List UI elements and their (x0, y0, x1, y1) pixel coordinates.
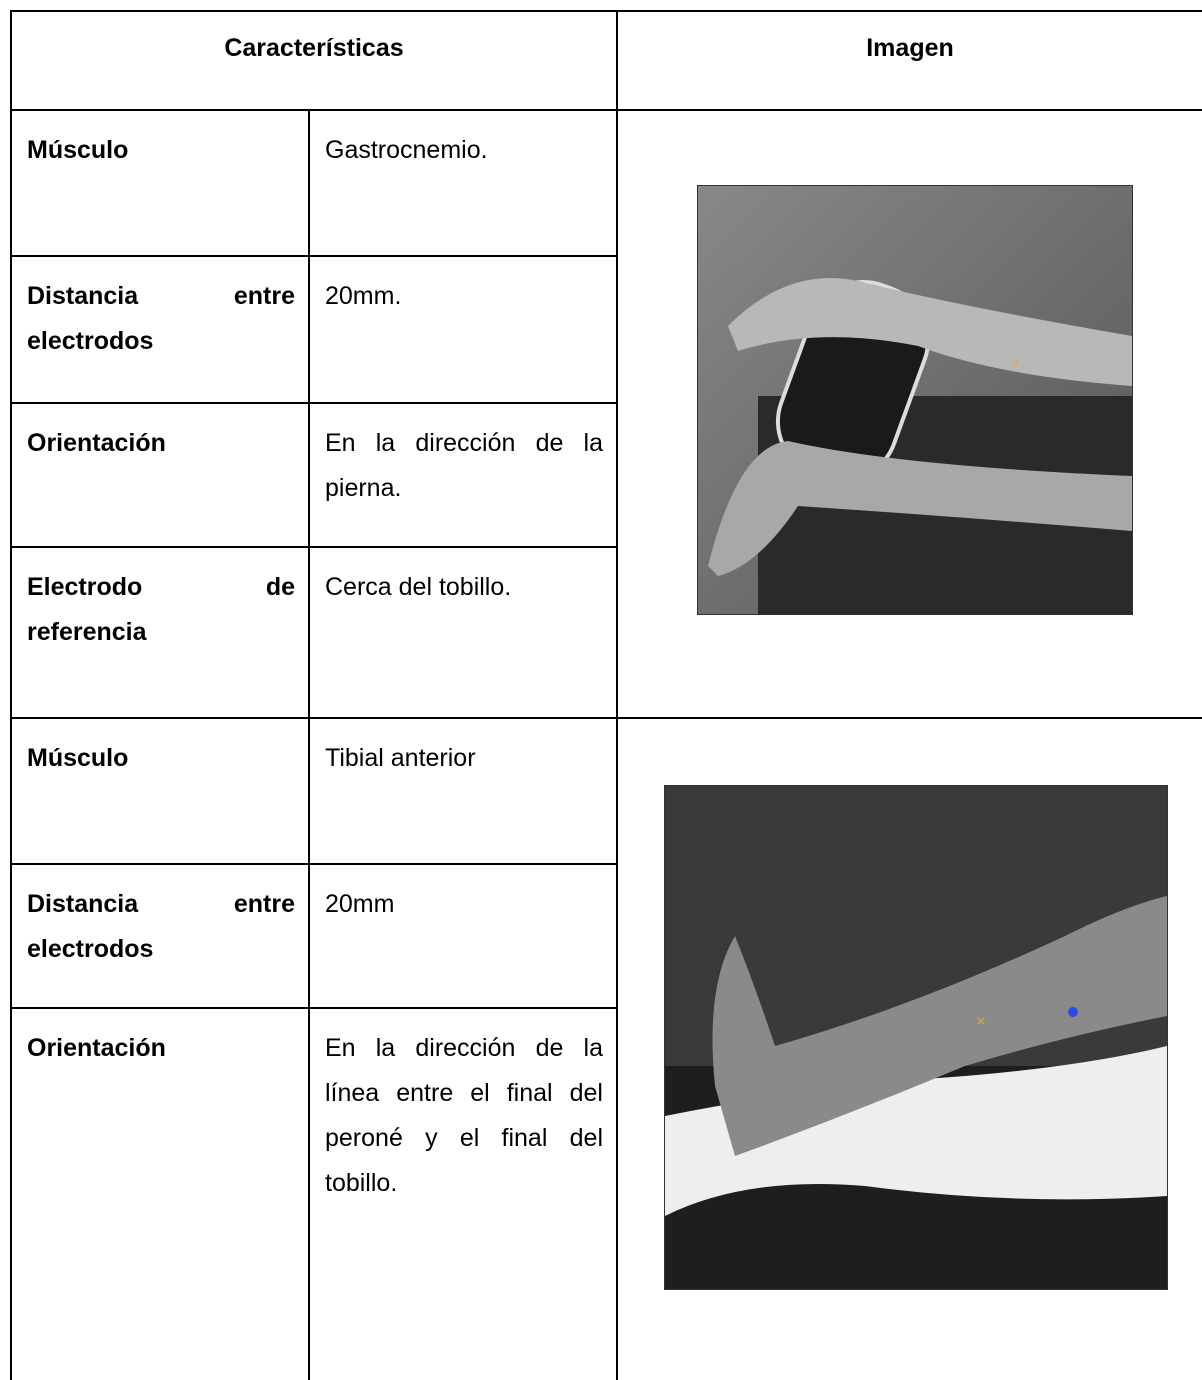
row-label: Distancia entre electrodos (27, 890, 295, 963)
header: Imagen (866, 34, 954, 62)
row-label: Músculo (27, 744, 129, 772)
row-value: En la dirección de la pierna. (325, 429, 603, 502)
row-label: Orientación (27, 1034, 166, 1062)
border (10, 402, 617, 404)
photo-gastrocnemius: × (697, 185, 1133, 615)
header: Características (224, 34, 404, 62)
border (10, 546, 617, 548)
border (10, 10, 1202, 12)
border (10, 717, 1202, 719)
row-value: 20mm. (325, 282, 402, 310)
row-label: Distancia entre electrodos (27, 282, 295, 355)
row-value: Cerca del tobillo. (325, 573, 512, 601)
row-value: Gastrocnemio. (325, 136, 488, 164)
border (308, 110, 310, 718)
row-label: Orientación (27, 429, 166, 457)
border (616, 10, 618, 1380)
border (10, 10, 12, 1380)
row-value: Tibial anterior (325, 744, 476, 772)
svg-text:×: × (976, 1013, 985, 1030)
photo-tibialis: × (664, 785, 1168, 1290)
row-label: Músculo (27, 136, 129, 164)
border (10, 1007, 617, 1009)
border (10, 255, 617, 257)
row-value: En la dirección de la línea entre el fin… (325, 1034, 603, 1197)
row-value: 20mm (325, 890, 395, 918)
svg-text:×: × (1012, 355, 1020, 371)
border (10, 863, 617, 865)
border (10, 109, 1202, 111)
border (308, 718, 310, 1380)
row-label: Electrodo de referencia (27, 573, 295, 646)
